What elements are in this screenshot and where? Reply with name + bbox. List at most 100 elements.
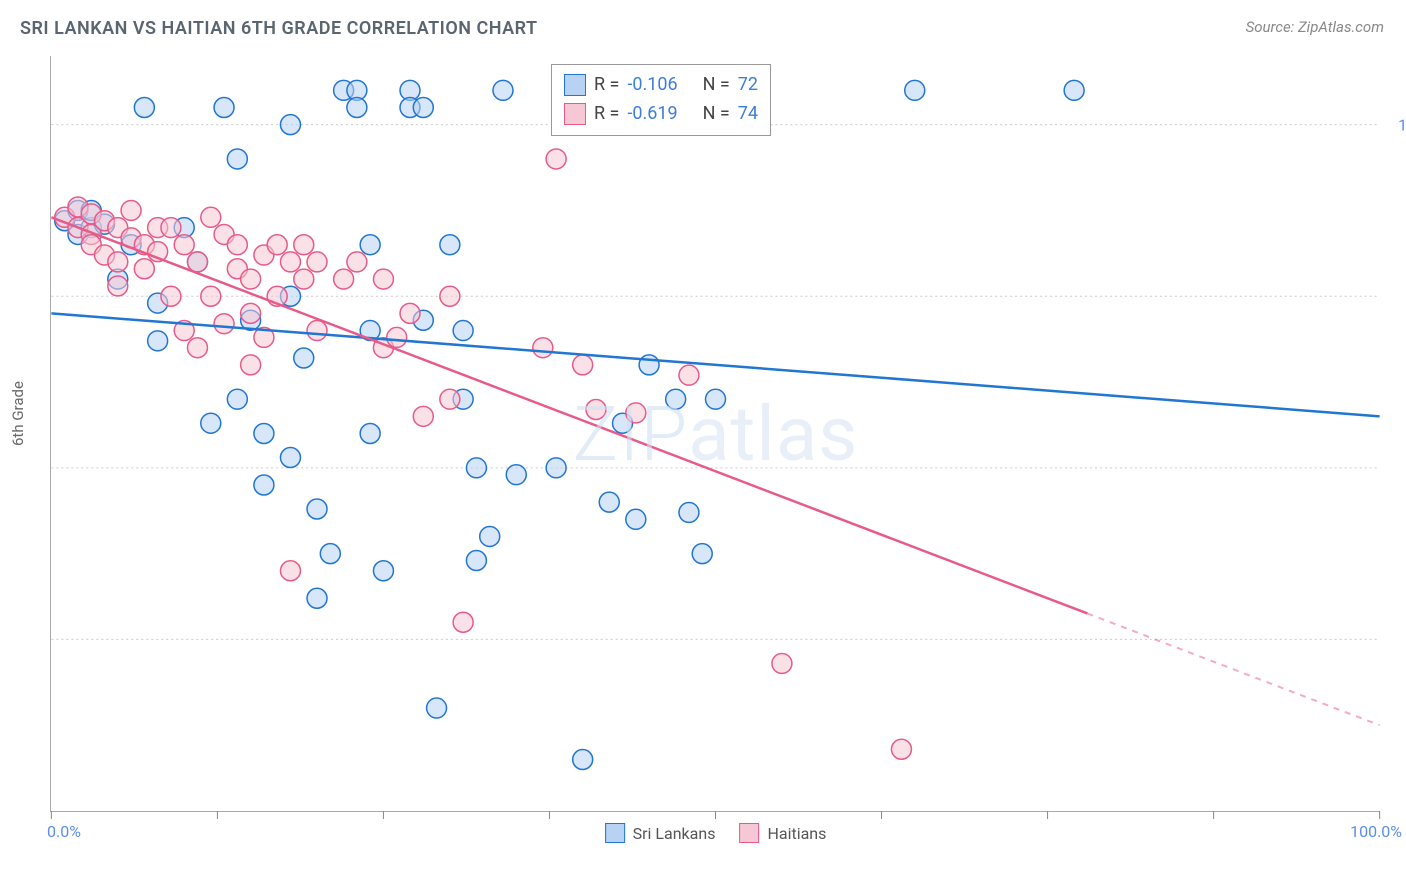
data-point xyxy=(573,750,593,770)
data-point xyxy=(373,269,393,289)
legend-item-haitians: Haitians xyxy=(739,823,826,843)
data-point xyxy=(440,286,460,306)
data-point xyxy=(187,338,207,358)
data-point xyxy=(280,252,300,272)
data-point xyxy=(161,218,181,238)
y-tick-label: 100.0% xyxy=(1398,115,1406,134)
data-point xyxy=(626,403,646,423)
correlation-legend-box: R = -0.106 N = 72 R = -0.619 N = 74 xyxy=(551,64,771,136)
data-point xyxy=(148,331,168,351)
data-point xyxy=(466,458,486,478)
data-point xyxy=(347,97,367,117)
data-point xyxy=(294,269,314,289)
data-point xyxy=(307,588,327,608)
r-value-haitians: -0.619 xyxy=(627,100,677,129)
data-point xyxy=(280,115,300,135)
data-point xyxy=(214,97,234,117)
data-point xyxy=(227,149,247,169)
data-point xyxy=(453,612,473,632)
data-point xyxy=(174,235,194,255)
data-point xyxy=(307,321,327,341)
data-point xyxy=(533,338,553,358)
data-point xyxy=(134,259,154,279)
data-point xyxy=(666,389,686,409)
data-point xyxy=(214,314,234,334)
data-point xyxy=(187,252,207,272)
r-value-srilankans: -0.106 xyxy=(627,71,677,100)
data-point xyxy=(400,303,420,323)
y-axis-label: 6th Grade xyxy=(9,381,27,446)
correlation-chart: SRI LANKAN VS HAITIAN 6TH GRADE CORRELAT… xyxy=(0,0,1406,892)
scatter-plot-svg xyxy=(51,56,1380,811)
swatch-haitians xyxy=(564,103,586,125)
data-point xyxy=(108,276,128,296)
data-point xyxy=(413,97,433,117)
data-point xyxy=(254,424,274,444)
data-point xyxy=(254,475,274,495)
data-point xyxy=(480,526,500,546)
legend-row-haitians: R = -0.619 N = 74 xyxy=(564,100,758,129)
data-point xyxy=(573,355,593,375)
legend-label-srilankans: Sri Lankans xyxy=(633,824,716,843)
data-point xyxy=(506,465,526,485)
data-point xyxy=(227,235,247,255)
data-point xyxy=(692,544,712,564)
series-legend: Sri Lankans Haitians xyxy=(605,823,827,843)
data-point xyxy=(360,424,380,444)
data-point xyxy=(586,399,606,419)
data-point xyxy=(347,252,367,272)
data-point xyxy=(546,149,566,169)
data-point xyxy=(134,97,154,117)
swatch-haitians-small xyxy=(739,823,759,843)
data-point xyxy=(679,365,699,385)
swatch-srilankans xyxy=(564,74,586,96)
n-value-srilankans: 72 xyxy=(738,71,758,100)
data-point xyxy=(891,739,911,759)
data-point xyxy=(201,286,221,306)
data-point xyxy=(1064,80,1084,100)
data-point xyxy=(334,269,354,289)
data-point xyxy=(387,327,407,347)
data-point xyxy=(201,413,221,433)
data-point xyxy=(241,303,261,323)
data-point xyxy=(626,509,646,529)
legend-label-haitians: Haitians xyxy=(767,824,826,843)
data-point xyxy=(360,235,380,255)
data-point xyxy=(294,348,314,368)
data-point xyxy=(905,80,925,100)
source-attribution: Source: ZipAtlas.com xyxy=(1246,18,1384,36)
x-tick-label-min: 0.0% xyxy=(47,822,81,841)
data-point xyxy=(772,653,792,673)
data-point xyxy=(241,269,261,289)
swatch-srilankans-small xyxy=(605,823,625,843)
data-point xyxy=(294,235,314,255)
data-point xyxy=(267,235,287,255)
data-point xyxy=(320,544,340,564)
r-label: R = xyxy=(594,100,619,129)
data-point xyxy=(373,561,393,581)
n-value-haitians: 74 xyxy=(738,100,758,129)
data-point xyxy=(227,389,247,409)
data-point xyxy=(413,406,433,426)
data-point xyxy=(440,235,460,255)
data-point xyxy=(466,550,486,570)
data-point xyxy=(201,207,221,227)
data-point xyxy=(280,561,300,581)
data-point xyxy=(599,492,619,512)
data-point xyxy=(679,502,699,522)
n-label: N = xyxy=(703,100,730,129)
data-point xyxy=(121,200,141,220)
data-point xyxy=(241,355,261,375)
data-point xyxy=(546,458,566,478)
r-label: R = xyxy=(594,71,619,100)
data-point xyxy=(453,321,473,341)
trend-line-extrapolated xyxy=(1087,613,1379,725)
data-point xyxy=(706,389,726,409)
data-point xyxy=(440,389,460,409)
data-point xyxy=(307,252,327,272)
data-point xyxy=(108,252,128,272)
data-point xyxy=(493,80,513,100)
legend-row-srilankans: R = -0.106 N = 72 xyxy=(564,71,758,100)
legend-item-srilankans: Sri Lankans xyxy=(605,823,716,843)
data-point xyxy=(427,698,447,718)
